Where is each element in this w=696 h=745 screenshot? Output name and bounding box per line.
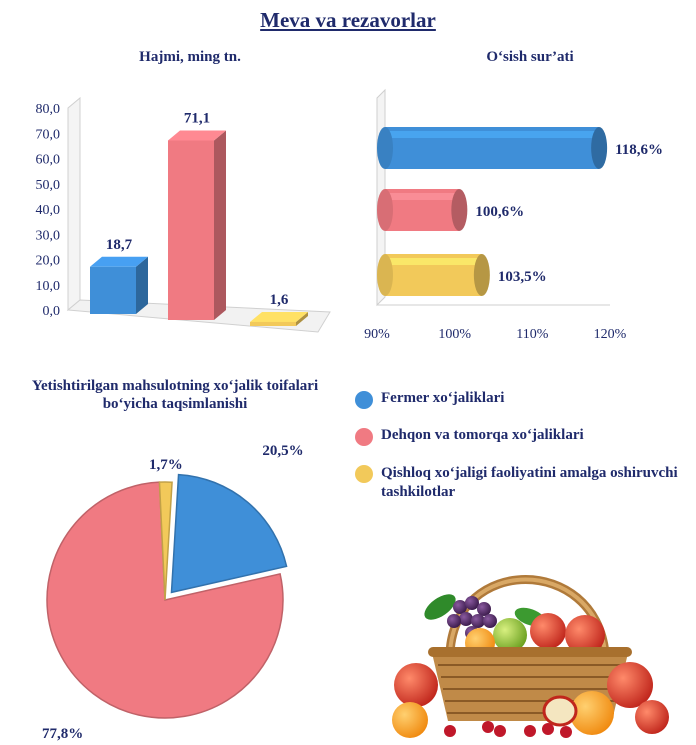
pie-chart-title: Yetishtirilgan mahsulotning xo‘jalik toi… — [31, 378, 319, 412]
pie-slice — [170, 473, 288, 594]
bar-value-label: 1,6 — [270, 292, 289, 308]
pie-value-label: 20,5% — [262, 443, 303, 459]
bar-y-tick: 10,0 — [36, 279, 61, 294]
legend-swatch-blue — [355, 391, 373, 409]
bar-y-tick: 50,0 — [36, 178, 61, 193]
legend-item-fermer: Fermer xo‘jaliklari — [355, 390, 685, 409]
bar-y-tick: 80,0 — [36, 102, 61, 117]
bar-axis-wall — [67, 96, 81, 312]
pie-value-label: 77,8% — [42, 726, 83, 742]
legend-label-qishloq: Qishloq xo‘jaligi faoliyatini amalga osh… — [381, 465, 678, 500]
distribution-pie-chart: 20,5% 77,8% 1,7% — [42, 443, 304, 742]
legend-label-fermer: Fermer xo‘jaliklari — [381, 390, 505, 406]
bar-y-tick: 40,0 — [36, 203, 61, 218]
hbar-x-tick: 90% — [364, 327, 390, 342]
legend-swatch-red — [355, 428, 373, 446]
bar-mark — [250, 311, 308, 326]
bar-chart-title: Hajmi, ming tn. — [139, 49, 241, 65]
bar-mark — [168, 130, 226, 320]
bar-y-tick: 0,0 — [43, 304, 61, 319]
hbar-value-label: 118,6% — [615, 142, 663, 158]
bar-value-label: 71,1 — [184, 110, 210, 126]
hbar-value-label: 103,5% — [498, 269, 547, 285]
legend: Fermer xo‘jaliklari Dehqon va tomorqa xo… — [355, 390, 685, 502]
bar-y-tick: 60,0 — [36, 153, 61, 168]
legend-item-qishloq: Qishloq xo‘jaligi faoliyatini amalga osh… — [355, 464, 685, 502]
volume-bar-chart: 0,0 10,0 20,0 30,0 40,0 50,0 60,0 70,0 80,0 18,7 7… — [36, 96, 331, 333]
bar-y-tick: 20,0 — [36, 254, 61, 269]
pie-slice — [158, 481, 173, 601]
bar-mark — [90, 256, 148, 314]
hbar-x-tick: 100% — [438, 327, 471, 342]
legend-item-dehqon: Dehqon va tomorqa xo‘jaliklari — [355, 427, 685, 446]
pie-value-label: 1,7% — [149, 457, 183, 473]
bar-y-tick: 70,0 — [36, 127, 61, 142]
hbar-x-tick: 120% — [594, 327, 627, 342]
hbar-mark — [377, 254, 490, 296]
legend-label-dehqon: Dehqon va tomorqa xo‘jaliklari — [381, 427, 584, 443]
hbar-x-tick: 110% — [516, 327, 548, 342]
fruit-basket-image — [392, 575, 669, 738]
bar-value-label: 18,7 — [106, 237, 133, 253]
legend-swatch-yellow — [355, 465, 373, 483]
page-title: Meva va rezavorlar — [260, 8, 436, 32]
growth-bar-chart: 90% 100% 110% 120% 118,6% 100,6% 103,5% — [364, 88, 663, 342]
growth-chart-title: O‘sish sur’ati — [486, 49, 574, 65]
hbar-mark — [377, 189, 468, 231]
hbar-mark — [377, 127, 608, 169]
bar-y-tick: 30,0 — [36, 228, 61, 243]
hbar-value-label: 100,6% — [475, 204, 524, 220]
